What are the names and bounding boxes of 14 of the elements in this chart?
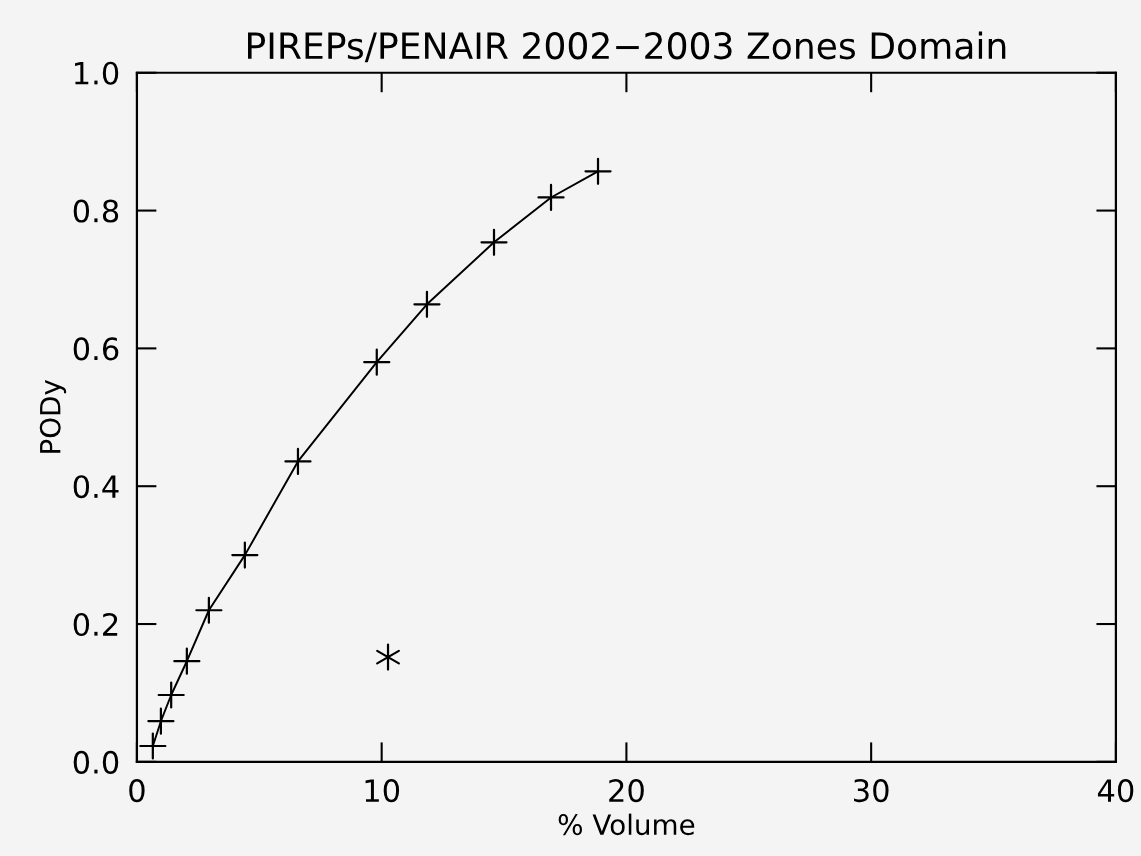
y-tick-label: 1.0 [75, 61, 119, 85]
y-axis-title: PODy [39, 379, 67, 453]
x-tick-label: 30 [854, 779, 889, 803]
x-tick-label: 0 [129, 779, 145, 803]
x-tick-label: 20 [609, 779, 644, 803]
y-tick-label: 0.4 [73, 475, 119, 499]
x-tick-label: 40 [1097, 779, 1134, 803]
y-tick-label: 0.2 [73, 612, 118, 637]
y-tick-label: 0.6 [73, 337, 119, 361]
x-axis-title: % Volume [558, 813, 695, 836]
y-tick-label: 0.8 [73, 199, 119, 223]
chart-title: PIREPs/PENAIR 2002−2003 Zones Domain [248, 31, 1006, 63]
x-tick-label: 10 [365, 779, 400, 803]
y-tick-label: 0.0 [73, 750, 119, 774]
